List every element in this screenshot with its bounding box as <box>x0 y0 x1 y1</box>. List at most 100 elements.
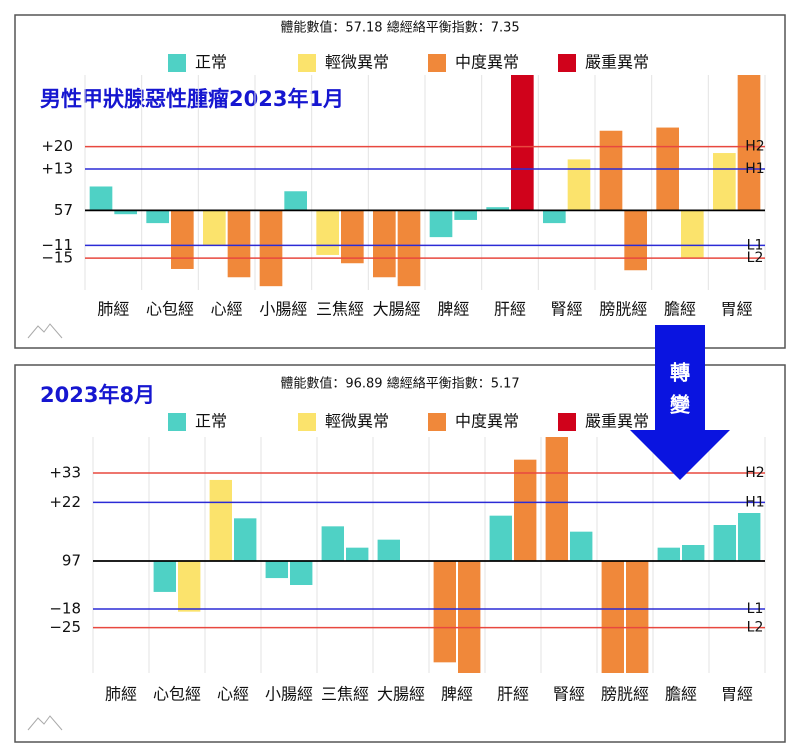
bar <box>599 130 623 211</box>
x-tick-label: 肝經 <box>494 300 526 319</box>
chart-subtitle: 體能數值：57.18 總經絡平衡指數：7.35 <box>280 20 519 36</box>
bar <box>429 210 453 238</box>
bar <box>489 515 512 561</box>
reference-label: H2 <box>745 139 764 155</box>
x-tick-label: 三焦經 <box>321 685 369 704</box>
bar <box>227 210 251 278</box>
bar <box>626 561 649 673</box>
bar <box>373 210 396 278</box>
bar <box>321 526 344 561</box>
y-tick-label: +13 <box>41 159 73 177</box>
x-tick-label: 心包經 <box>146 300 194 319</box>
bar <box>259 210 283 287</box>
logo <box>27 323 63 339</box>
y-tick-label: −18 <box>49 600 81 618</box>
bar <box>738 513 761 561</box>
x-tick-label: 小腸經 <box>259 300 307 319</box>
y-tick-label: 57 <box>54 201 73 219</box>
x-tick-label: 心經 <box>211 300 243 319</box>
x-tick-label: 肺經 <box>97 300 129 319</box>
x-tick-label: 膀胱經 <box>601 685 649 704</box>
bar <box>567 159 591 211</box>
y-tick-label: −11 <box>41 236 73 254</box>
bar <box>203 210 226 246</box>
transition-arrow <box>630 325 730 480</box>
x-tick-label: 三焦經 <box>316 300 364 319</box>
legend-label: 嚴重異常 <box>585 412 649 431</box>
logo <box>27 715 63 731</box>
transition-text: 變 <box>670 393 691 417</box>
bar <box>114 210 137 215</box>
x-tick-label: 膽經 <box>665 685 697 704</box>
bar <box>514 459 537 561</box>
legend-swatch <box>168 413 186 431</box>
legend-swatch <box>558 54 576 72</box>
y-tick-label: +20 <box>41 137 73 155</box>
bar <box>284 191 307 211</box>
reference-label: L2 <box>747 620 764 636</box>
legend-label: 嚴重異常 <box>585 53 649 72</box>
bar <box>346 547 369 561</box>
x-tick-label: 胃經 <box>721 685 753 704</box>
x-tick-label: 大腸經 <box>373 300 421 319</box>
reference-label: L1 <box>747 237 764 253</box>
bar <box>682 545 705 561</box>
bar <box>601 561 624 673</box>
legend-swatch <box>558 413 576 431</box>
legend-swatch <box>428 54 446 72</box>
x-tick-label: 心經 <box>217 685 249 704</box>
x-tick-label: 小腸經 <box>265 685 313 704</box>
bar <box>341 210 364 264</box>
bar <box>153 561 176 592</box>
x-tick-label: 大腸經 <box>377 685 425 704</box>
reference-label: L2 <box>747 250 764 266</box>
bar <box>545 437 568 561</box>
bar <box>290 561 313 585</box>
legend-label: 輕微異常 <box>325 53 389 72</box>
bar <box>570 531 593 561</box>
legend-swatch <box>298 413 316 431</box>
bar <box>713 525 736 561</box>
chart-title: 2023年8月 <box>40 383 155 407</box>
bar <box>713 153 736 211</box>
x-tick-label: 腎經 <box>553 685 585 704</box>
y-tick-label: 97 <box>62 552 81 570</box>
legend-label: 正常 <box>195 53 227 72</box>
legend-label: 正常 <box>195 412 227 431</box>
bar <box>171 210 194 269</box>
bar <box>178 561 201 612</box>
x-tick-label: 胃經 <box>721 300 753 319</box>
bar <box>397 210 421 287</box>
legend-swatch <box>298 54 316 72</box>
x-tick-label: 腎經 <box>551 300 583 319</box>
reference-label: H1 <box>745 161 764 177</box>
x-tick-label: 膽經 <box>664 300 696 319</box>
bar <box>234 518 257 561</box>
x-tick-label: 肝經 <box>497 685 529 704</box>
reference-label: L1 <box>747 601 764 617</box>
legend-label: 輕微異常 <box>325 412 389 431</box>
bar <box>624 210 647 271</box>
bar <box>511 75 534 211</box>
x-tick-label: 肺經 <box>105 685 137 704</box>
bar <box>433 561 456 663</box>
x-tick-label: 膀胱經 <box>599 300 647 319</box>
reference-label: H2 <box>745 465 764 481</box>
x-tick-label: 脾經 <box>437 300 469 319</box>
bar <box>89 186 113 211</box>
chart-title: 男性甲狀腺惡性腫瘤2023年1月 <box>40 87 344 111</box>
legend-label: 中度異常 <box>455 412 519 431</box>
y-tick-label: −25 <box>49 618 81 636</box>
legend-swatch <box>428 413 446 431</box>
y-tick-label: +22 <box>49 493 81 511</box>
reference-label: H1 <box>745 494 764 510</box>
legend-label: 中度異常 <box>455 53 519 72</box>
legend-swatch <box>168 54 186 72</box>
bar <box>458 561 481 673</box>
bar <box>316 210 339 255</box>
bar <box>657 547 680 561</box>
bar <box>209 479 232 561</box>
x-tick-label: 心包經 <box>153 685 201 704</box>
bar <box>681 210 704 259</box>
y-tick-label: +33 <box>49 464 81 482</box>
